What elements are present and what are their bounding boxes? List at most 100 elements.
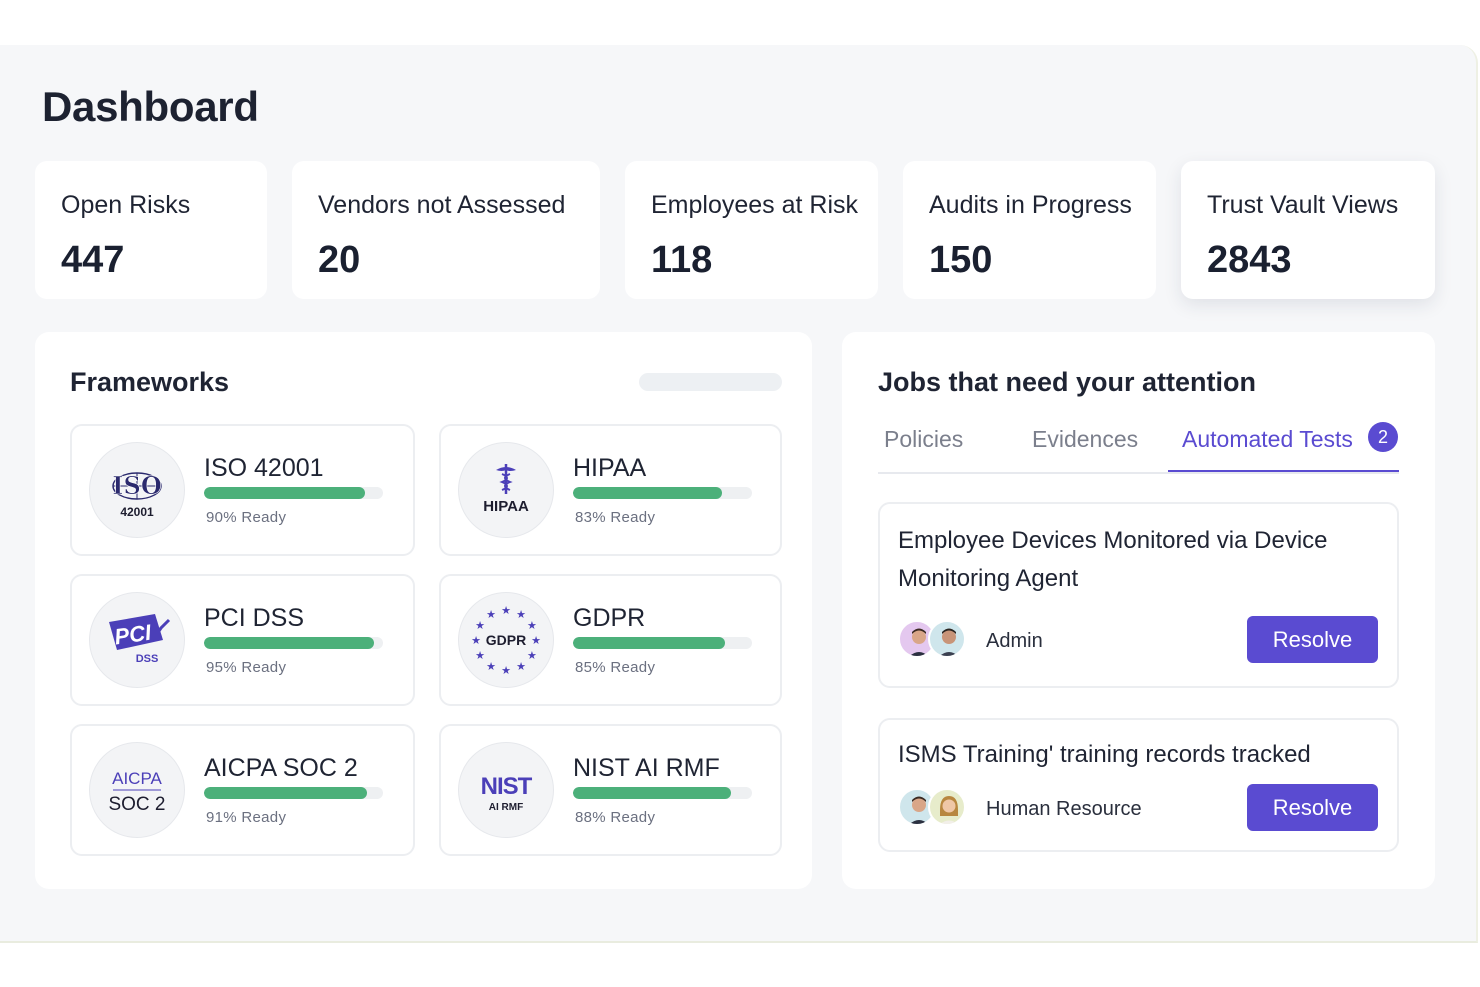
- avatar: [898, 788, 936, 826]
- hipaa-caduceus-icon: HIPAA: [458, 442, 554, 538]
- gdpr-star: ★: [527, 620, 537, 632]
- gdpr-star: ★: [475, 650, 485, 662]
- framework-progress-bar: [204, 487, 383, 499]
- resolve-button[interactable]: Resolve: [1247, 616, 1378, 663]
- gdpr-star: ★: [501, 665, 511, 677]
- dashboard-app: Dashboard Open Risks 447 Vendors not Ass…: [0, 45, 1478, 943]
- gdpr-star: ★: [516, 661, 526, 673]
- jobs-tabs: Policies Evidences Automated Tests 2: [878, 414, 1399, 474]
- page-title: Dashboard: [42, 83, 259, 130]
- jobs-panel: Jobs that need your attention Policies E…: [842, 332, 1435, 889]
- stat-label: Vendors not Assessed: [318, 191, 566, 219]
- framework-card-nist-ai-rmf[interactable]: NIST AI RMF NIST AI RMF 88% Ready: [439, 724, 782, 856]
- gdpr-star: ★: [501, 605, 511, 617]
- gdpr-star: ★: [475, 620, 485, 632]
- framework-ready-text: 83% Ready: [575, 509, 656, 526]
- aicpa-logo-text: AICPA: [112, 769, 162, 788]
- stat-card-open-risks[interactable]: Open Risks 447: [35, 161, 267, 299]
- stat-card-trust-vault-views[interactable]: Trust Vault Views 2843: [1181, 161, 1435, 299]
- job-title: ISMS Training' training records tracked: [898, 741, 1311, 768]
- framework-card-iso-42001[interactable]: ISO 42001 ISO 42001 90% Ready: [70, 424, 415, 556]
- assignee-avatars: [898, 620, 970, 658]
- gdpr-star: ★: [531, 635, 541, 647]
- pci-dss-logo-icon: PCI DSS: [89, 592, 185, 688]
- iso-logo-icon: ISO 42001: [89, 442, 185, 538]
- iso-logo-text: ISO: [112, 471, 161, 500]
- framework-name: GDPR: [573, 604, 646, 632]
- framework-progress-bar: [573, 637, 752, 649]
- stat-card-audits-in-progress[interactable]: Audits in Progress 150: [903, 161, 1156, 299]
- aicpa-logo-icon: AICPA SOC 2: [89, 742, 185, 838]
- gdpr-stars-icon: GDPR ★ ★ ★ ★ ★ ★ ★ ★ ★ ★ ★ ★: [458, 592, 554, 688]
- gdpr-star: ★: [516, 609, 526, 621]
- gdpr-star: ★: [471, 635, 481, 647]
- loading-placeholder: [639, 373, 782, 391]
- gdpr-star: ★: [486, 661, 496, 673]
- framework-name: AICPA SOC 2: [204, 754, 358, 782]
- framework-name: HIPAA: [573, 454, 647, 482]
- resolve-button[interactable]: Resolve: [1247, 784, 1378, 831]
- stat-value: 118: [651, 239, 713, 281]
- framework-name: ISO 42001: [204, 454, 324, 482]
- assignee-avatars: [898, 788, 970, 826]
- framework-card-aicpa-soc-2[interactable]: AICPA SOC 2 AICPA SOC 2 91% Ready: [70, 724, 415, 856]
- frameworks-panel: Frameworks ISO 42001 ISO 42001 90% Ready: [35, 332, 812, 889]
- stat-value: 150: [929, 239, 993, 281]
- frameworks-title: Frameworks: [70, 367, 230, 397]
- jobs-title: Jobs that need your attention: [878, 367, 1257, 397]
- aicpa-logo-subtext: SOC 2: [108, 794, 165, 815]
- active-tab-indicator: [1168, 470, 1399, 472]
- tab-automated-tests[interactable]: Automated Tests: [1182, 426, 1353, 452]
- job-card: Employee Devices Monitored via Device Mo…: [878, 502, 1399, 688]
- job-title: Employee Devices Monitored via Device Mo…: [898, 527, 1328, 592]
- framework-ready-text: 88% Ready: [575, 809, 656, 826]
- framework-progress-bar: [204, 637, 383, 649]
- tab-evidences[interactable]: Evidences: [1032, 426, 1139, 452]
- job-card: ISMS Training' training records tracked …: [878, 718, 1399, 852]
- framework-progress-fill: [573, 787, 731, 799]
- pci-logo-subtext: DSS: [136, 653, 159, 665]
- framework-ready-text: 95% Ready: [206, 659, 287, 676]
- framework-ready-text: 85% Ready: [575, 659, 656, 676]
- stat-label: Open Risks: [61, 191, 191, 219]
- framework-progress-fill: [573, 487, 722, 499]
- framework-ready-text: 90% Ready: [206, 509, 287, 526]
- gdpr-logo-text: GDPR: [486, 632, 526, 648]
- avatar: [898, 620, 936, 658]
- avatar: [928, 788, 966, 826]
- stat-card-employees-at-risk[interactable]: Employees at Risk 118: [625, 161, 878, 299]
- nist-logo-icon: NIST AI RMF: [458, 742, 554, 838]
- stat-card-vendors-not-assessed[interactable]: Vendors not Assessed 20: [292, 161, 600, 299]
- framework-progress-bar: [573, 787, 752, 799]
- hipaa-logo-text: HIPAA: [483, 498, 529, 515]
- pci-logo-text: PCI: [113, 619, 154, 649]
- framework-ready-text: 91% Ready: [206, 809, 287, 826]
- assignee-name: Human Resource: [986, 798, 1142, 820]
- tab-policies[interactable]: Policies: [884, 426, 964, 452]
- stat-label: Employees at Risk: [651, 191, 859, 219]
- gdpr-star: ★: [527, 650, 537, 662]
- framework-card-gdpr[interactable]: GDPR ★ ★ ★ ★ ★ ★ ★ ★ ★ ★ ★ ★ GDPR 85% Ready: [439, 574, 782, 706]
- avatar: [928, 620, 966, 658]
- stat-value: 2843: [1207, 239, 1292, 281]
- tab-count-badge: 2: [1368, 422, 1398, 452]
- stat-label: Trust Vault Views: [1207, 191, 1399, 219]
- nist-logo-subtext: AI RMF: [489, 802, 523, 813]
- assignee-name: Admin: [986, 630, 1043, 652]
- framework-card-pci-dss[interactable]: PCI DSS PCI DSS 95% Ready: [70, 574, 415, 706]
- stat-label: Audits in Progress: [929, 191, 1132, 219]
- stat-value: 20: [318, 239, 361, 281]
- nist-logo-text: NIST: [481, 773, 533, 800]
- framework-progress-bar: [573, 487, 752, 499]
- gdpr-star: ★: [486, 609, 496, 621]
- framework-card-hipaa[interactable]: HIPAA HIPAA 83% Ready: [439, 424, 782, 556]
- framework-name: NIST AI RMF: [573, 754, 720, 782]
- framework-progress-bar: [204, 787, 383, 799]
- framework-name: PCI DSS: [204, 604, 305, 632]
- iso-logo-subtext: 42001: [120, 505, 154, 519]
- framework-progress-fill: [204, 637, 375, 649]
- framework-progress-fill: [204, 487, 366, 499]
- framework-progress-fill: [573, 637, 726, 649]
- framework-progress-fill: [204, 787, 367, 799]
- stat-value: 447: [61, 239, 125, 281]
